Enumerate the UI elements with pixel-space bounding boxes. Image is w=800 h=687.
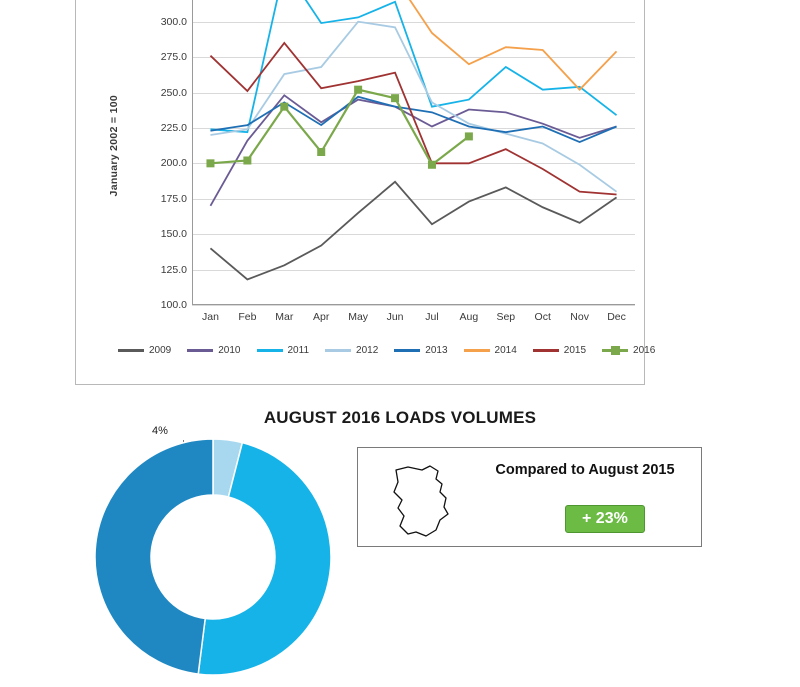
legend-marker [611,346,621,355]
legend-swatch [256,349,283,352]
y-axis-tick: 200.0 [160,157,187,170]
legend-label: 2010 [218,345,241,356]
x-axis-tick: Jan [201,311,219,323]
x-axis-tick: Mar [275,311,294,323]
grid-line [192,21,635,23]
legend-label: 2016 [633,345,656,356]
series-marker [391,94,400,103]
grid-line [192,198,635,200]
y-axis-line [192,0,193,305]
x-axis-tick: Jun [386,311,404,323]
x-axis-tick: May [348,311,369,323]
legend-swatch [187,349,214,352]
legend-swatch [118,349,144,352]
grid-line [192,163,635,165]
legend-item: 2014 [463,345,517,356]
legend-label: 2013 [425,345,448,356]
legend-swatch [394,349,421,352]
grid-line [192,234,635,236]
series-line [209,180,618,281]
series-marker [243,156,252,165]
series-marker [206,159,215,168]
series-marker [354,85,363,94]
series-line [209,41,617,196]
x-axis-tick: Sep [496,311,516,323]
legend-label: 2014 [494,345,517,356]
grid-line [192,92,635,94]
series-layer [206,0,618,281]
legend-item: 2009 [118,345,171,356]
x-axis-tick: Dec [607,311,626,323]
status-badge: + 23% [565,505,645,533]
series-marker [464,132,473,141]
y-axis-tick: 100.0 [160,299,187,311]
grid-line [192,127,635,129]
series-line [210,95,617,144]
series-line [408,0,618,91]
x-axis-line [192,304,635,305]
y-axis-tick: 250.0 [160,86,187,99]
donut-svg [94,438,332,676]
legend-swatch [463,349,490,352]
x-axis-tick: Apr [313,311,330,323]
y-axis-tick: 225.0 [160,121,187,134]
series-line [210,0,618,134]
legend-label: 2015 [563,345,587,356]
donut-chart [88,432,338,682]
line-chart-plot: 100.0 125.0 150.0 175.0 200.0 225.0 250.0 275.0… [161,0,635,323]
series-line [210,88,470,167]
legend-item: 2011 [256,345,310,356]
chart-legend: 2009 2010 2011 2012 2013 2014 2015 2016 [118,345,688,356]
legend-swatch [325,349,352,352]
y-axis-label: January 2002 = 100 [108,95,120,197]
x-axis-tick: Feb [238,311,257,323]
series-marker [280,102,289,111]
legend-label: 2009 [149,345,172,356]
legend-item: 2013 [394,345,448,356]
region-outline-icon [393,465,449,537]
x-axis-tick: Nov [570,311,589,323]
comparison-title: Compared to August 2015 [495,462,675,478]
legend-item: 2010 [187,345,241,356]
grid-line [192,269,635,271]
legend-item: 2015 [532,345,587,356]
legend-label: 2011 [287,345,310,356]
grid-line [192,57,635,59]
donut-slice [94,438,214,675]
y-axis-tick: 125.0 [160,263,187,276]
y-axis-tick: 300.0 [160,15,187,28]
legend-swatch [532,349,559,352]
donut-slice-label: 4% [152,425,168,437]
y-axis-tick: 275.0 [160,51,187,64]
legend-item: 2012 [325,345,378,356]
x-axis-tick: Jul [425,311,439,323]
legend-label: 2012 [356,345,379,356]
series-marker [317,148,326,156]
series-line [210,20,618,193]
x-axis-tick: Aug [459,311,479,323]
grid-line [192,305,635,306]
line-chart-panel [75,0,645,385]
y-axis-tick: 150.0 [160,228,187,241]
series-marker [427,160,436,169]
x-axis-tick: Oct [534,311,551,323]
section-title: AUGUST 2016 LOADS VOLUMES [263,408,537,427]
legend-swatch [602,346,629,355]
legend-item: 2016 [602,345,655,356]
y-axis-tick: 175.0 [160,192,187,205]
